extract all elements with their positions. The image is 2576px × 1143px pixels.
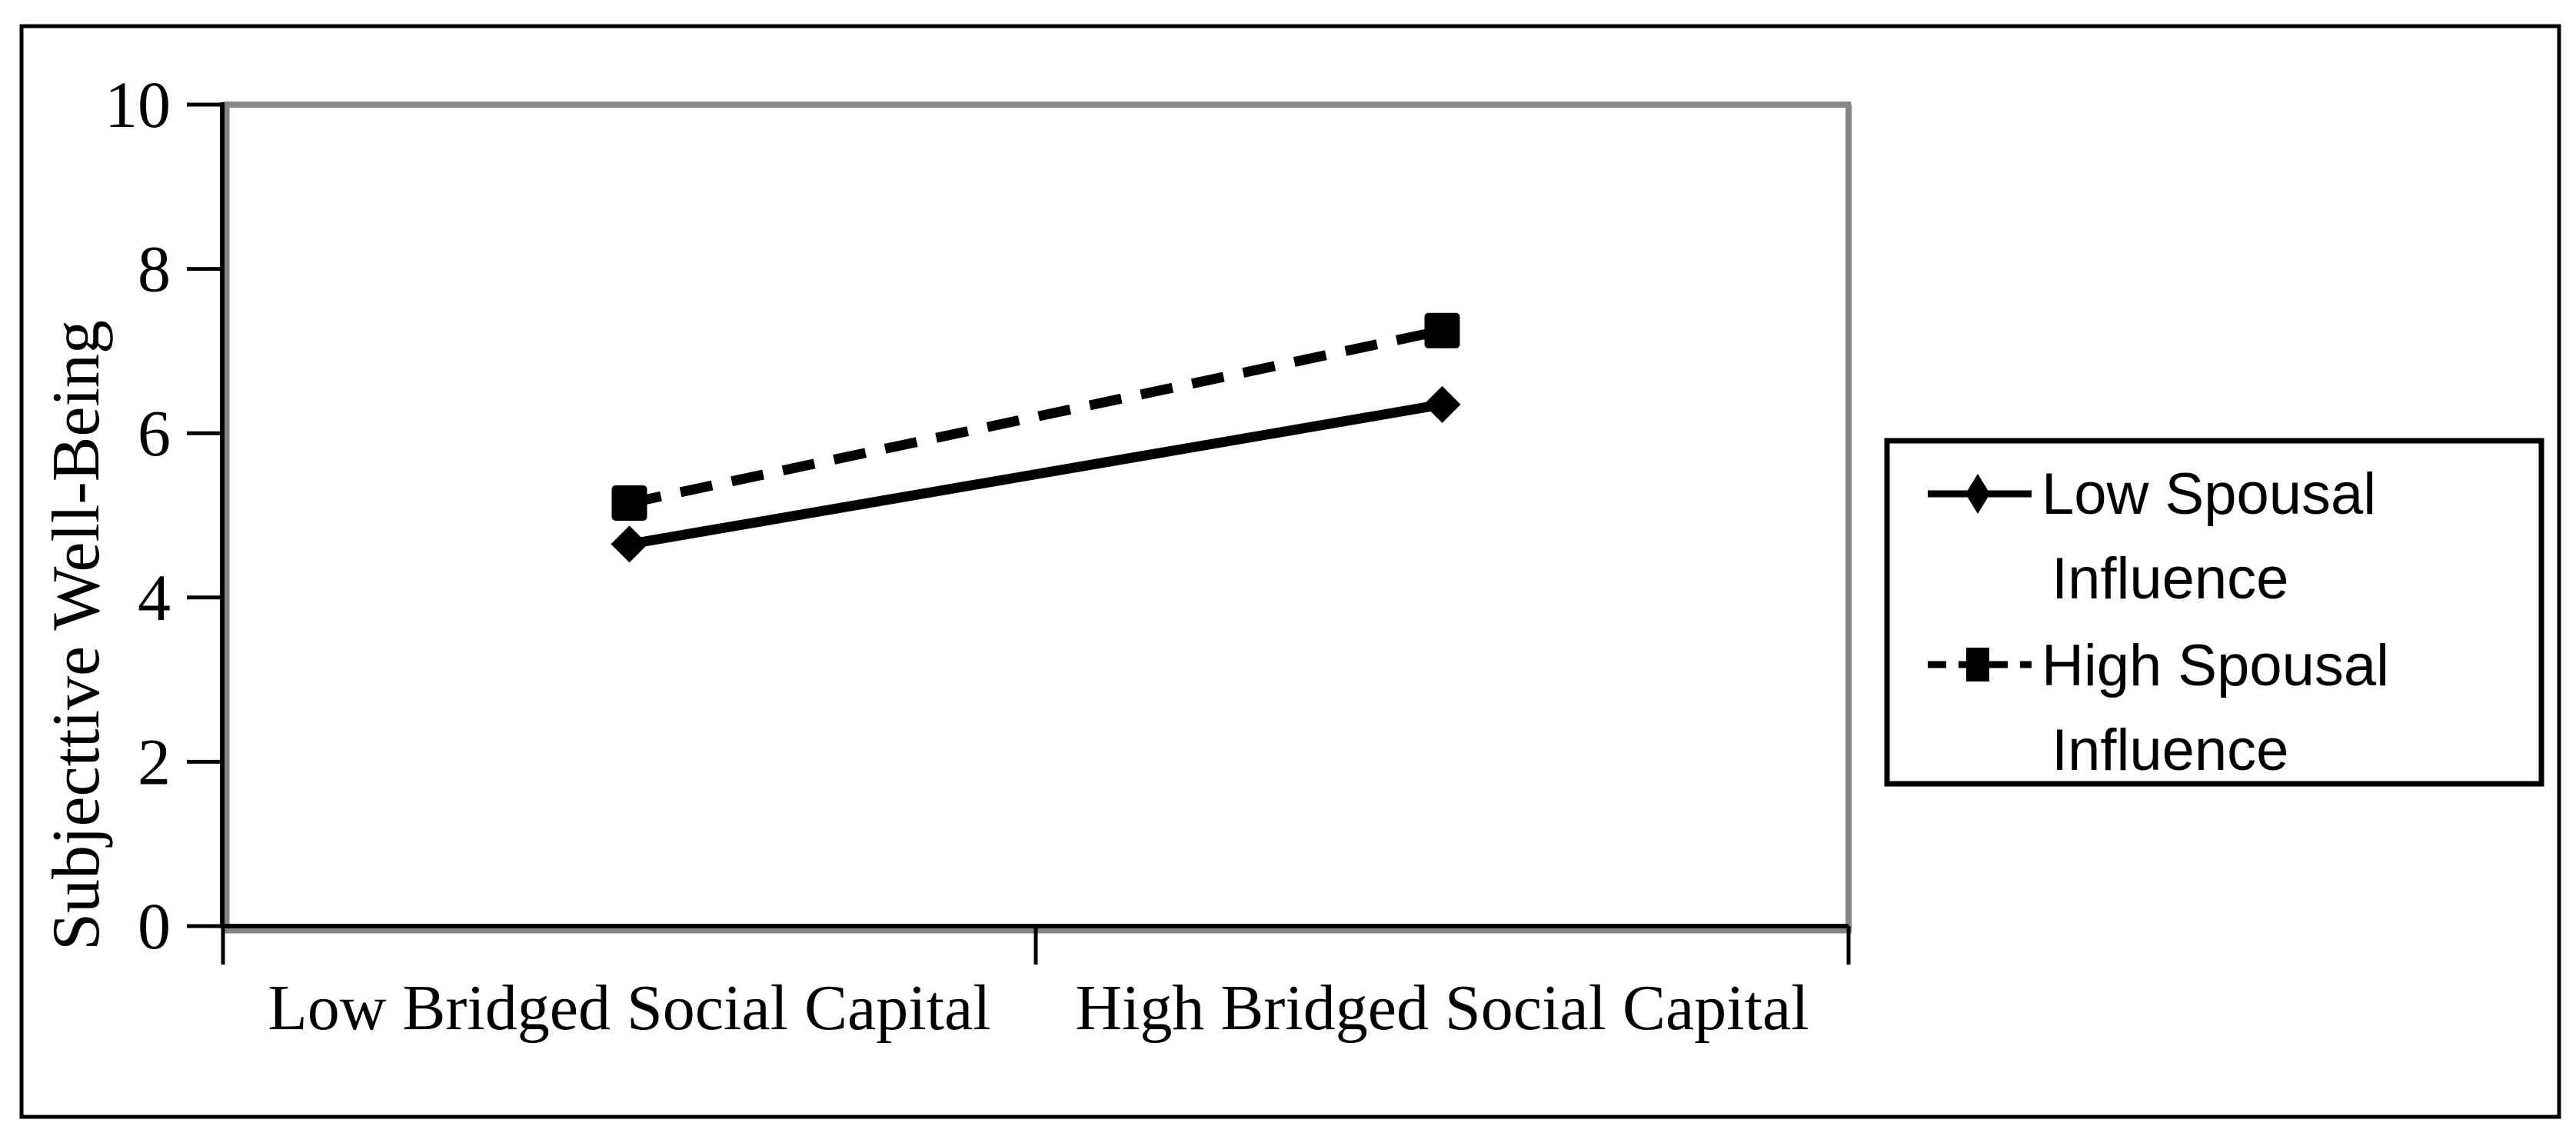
legend-entry-high-spousal: High Spousal Influence (1928, 633, 2389, 783)
legend: Low Spousal Influence High Spousal Influ… (1884, 438, 2544, 787)
data-point-diamond-marker (1423, 385, 1461, 423)
x-category-label: Low Bridged Social Capital (268, 972, 990, 1044)
y-axis-ticks: 0 2 4 6 8 10 (105, 68, 221, 963)
y-tick-label: 6 (138, 396, 171, 470)
legend-square-marker-icon (1966, 648, 1989, 681)
y-tick-label: 0 (138, 889, 171, 963)
x-category-label: High Bridged Social Capital (1075, 972, 1809, 1044)
legend-label-high-line1: High Spousal (2042, 633, 2389, 698)
data-point-square-marker (611, 485, 647, 521)
y-axis-title: Subjecttive Well-Being (39, 320, 114, 951)
series-line-dashed (628, 325, 1443, 508)
figure-border (19, 24, 2561, 1119)
y-tick-label: 8 (138, 232, 171, 306)
data-point-diamond-marker (611, 525, 648, 563)
y-tick-label: 10 (105, 68, 171, 142)
x-axis-category-labels: Low Bridged Social Capital High Bridged S… (268, 972, 1809, 1044)
legend-label-low-line2: Influence (2052, 546, 2288, 611)
legend-diamond-marker-icon (1965, 474, 1990, 514)
axes (220, 102, 1851, 965)
legend-label-high-line2: Influence (2052, 718, 2288, 783)
data-series (611, 312, 1461, 563)
legend-label-low-line1: Low Spousal (2042, 462, 2376, 527)
legend-entry-low-spousal: Low Spousal Influence (1928, 462, 2376, 611)
legend-box (1884, 438, 2544, 787)
y-tick-label: 4 (138, 561, 171, 635)
series-line-solid (628, 399, 1443, 549)
data-point-square-marker (1424, 312, 1460, 348)
y-tick-label: 2 (138, 725, 171, 798)
plot-area-border (223, 102, 1852, 934)
